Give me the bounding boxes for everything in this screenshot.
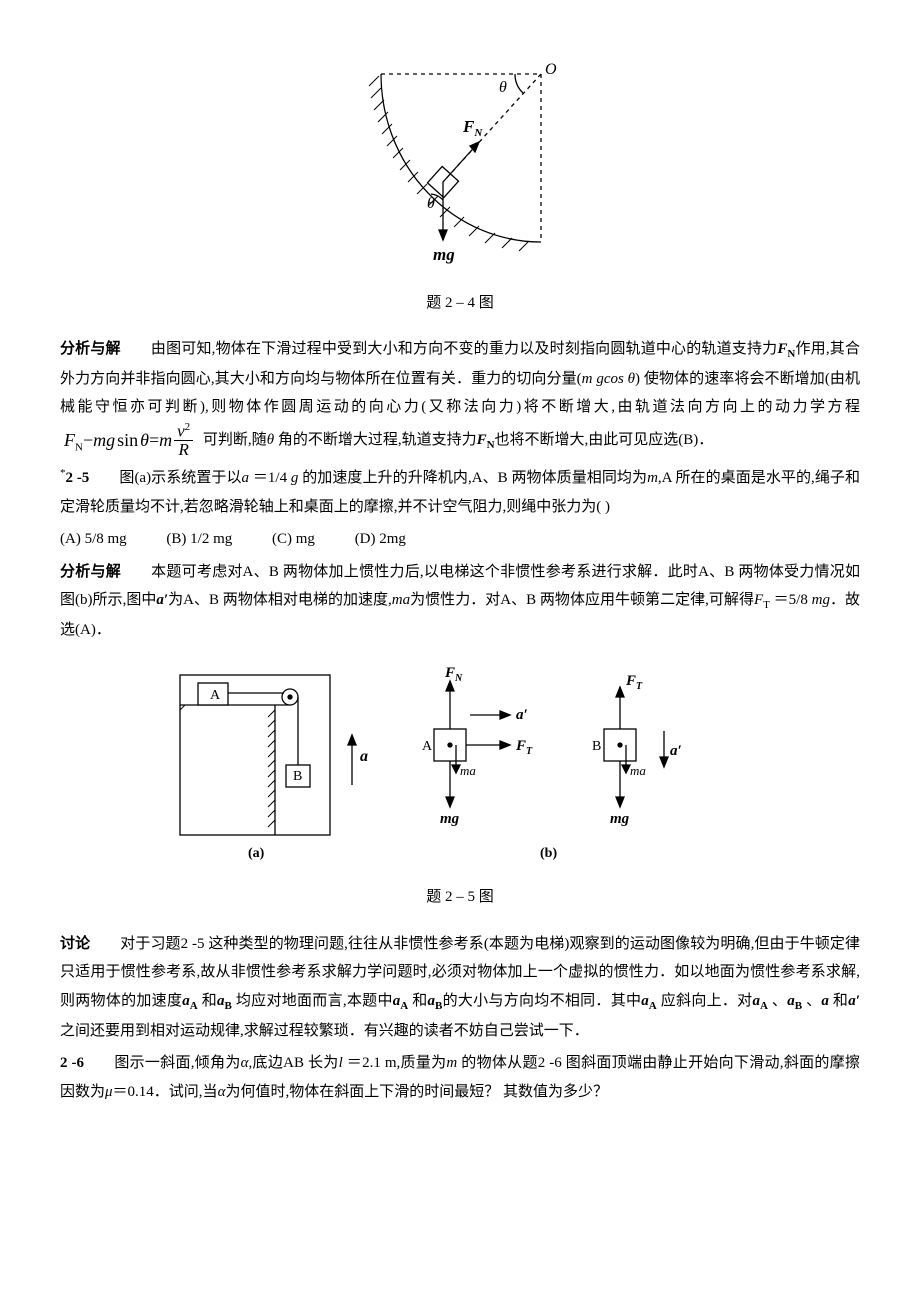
svg-text:a′: a′ — [670, 743, 682, 759]
question-2-6: 2 -6图示一斜面,倾角为α,底边AB 长为l ＝2.1 m,质量为m 的物体从… — [60, 1049, 860, 1106]
discussion-2-5: 讨论对于习题2 -5 这种类型的物理问题,往往从非惯性参考系(本题为电梯)观察到… — [60, 930, 860, 1045]
svg-text:FT: FT — [625, 673, 643, 692]
choice-A: (A) 5/8 mg — [60, 525, 127, 554]
choice-D: (D) 2mg — [355, 525, 406, 554]
svg-text:ma: ma — [460, 763, 476, 778]
caption-2-5: 题 2 – 5 图 — [60, 883, 860, 912]
analysis25-heading: 分析与解 — [60, 564, 121, 580]
question-2-5: *2 -5图(a)示系统置于以a ＝1/4 g 的加速度上升的升降机内,A、B … — [60, 463, 860, 521]
svg-text:A: A — [422, 739, 433, 754]
caption-2-4: 题 2 – 4 图 — [60, 289, 860, 318]
label-theta-top: θ — [499, 79, 507, 96]
fig25-sub-a: (a) — [248, 846, 265, 861]
label-O: O — [545, 61, 557, 78]
q26-label: 2 -6 — [60, 1055, 84, 1071]
analysis-2-4: 分析与解由图可知,物体在下滑过程中受到大小和方向不变的重力以及时刻指向圆轨道中心… — [60, 335, 860, 459]
fig25-label-A: A — [210, 688, 221, 703]
svg-text:FT: FT — [515, 738, 533, 757]
svg-text:FN: FN — [444, 665, 463, 684]
analysis-2-5: 分析与解本题可考虑对A、B 两物体加上惯性力后,以电梯这个非惯性参考系进行求解．… — [60, 558, 860, 645]
q25-label: 2 -5 — [66, 470, 90, 486]
svg-text:B: B — [592, 739, 601, 754]
svg-text:mg: mg — [610, 811, 630, 827]
label-FN: FN — [462, 117, 483, 139]
analysis-heading: 分析与解 — [60, 341, 121, 357]
label-mg: mg — [433, 245, 455, 264]
svg-text:mg: mg — [440, 811, 460, 827]
equation-2-4: FN − mgsinθ = m v2 R — [64, 422, 195, 459]
label-theta-bottom: θ — [427, 195, 435, 212]
fig25-sub-b: (b) — [540, 846, 557, 861]
choices-2-5: (A) 5/8 mg (B) 1/2 mg (C) mg (D) 2mg — [60, 525, 860, 554]
fig25-label-a: a — [360, 748, 368, 765]
fig25-label-B: B — [293, 769, 302, 784]
discussion-heading: 讨论 — [60, 936, 90, 952]
figure-2-5: A B a (a) A FN FT a′ ma mg — [60, 665, 860, 876]
svg-text:a′: a′ — [516, 707, 528, 723]
choice-C: (C) mg — [272, 525, 315, 554]
choice-B: (B) 1/2 mg — [166, 525, 232, 554]
figure-2-4: O θ θ FN mg — [60, 60, 860, 281]
svg-text:ma: ma — [630, 763, 646, 778]
